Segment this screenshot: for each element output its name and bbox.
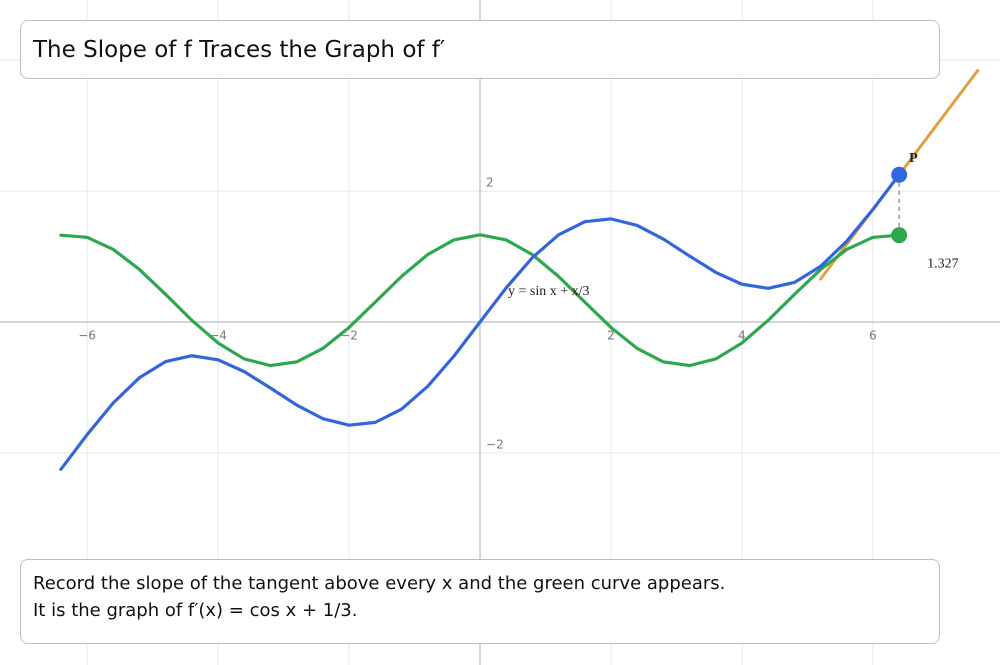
point-label: P [909, 151, 918, 166]
x-tick-label: −6 [78, 329, 96, 343]
caption-box: Record the slope of the tangent above ev… [20, 559, 940, 644]
curve [59, 233, 901, 368]
curve [59, 173, 901, 471]
x-tick-label: 4 [738, 329, 746, 343]
x-tick-label: 6 [869, 329, 877, 343]
curve-label: y = sin x + x/3 [508, 284, 590, 299]
y-tick-label: −2 [486, 437, 504, 451]
caption-line: It is the graph of f′(x) = cos x + 1/3. [33, 600, 358, 621]
title-box: The Slope of f Traces the Graph of f′ [20, 20, 940, 79]
slope-label: 1.327 [927, 256, 959, 271]
chart-title: The Slope of f Traces the Graph of f′ [33, 36, 446, 63]
y-tick-label: 2 [486, 176, 494, 190]
caption-line: Record the slope of the tangent above ev… [33, 573, 726, 594]
slope-point [891, 227, 908, 244]
x-tick-label: 2 [607, 329, 615, 343]
point-p [891, 166, 908, 183]
